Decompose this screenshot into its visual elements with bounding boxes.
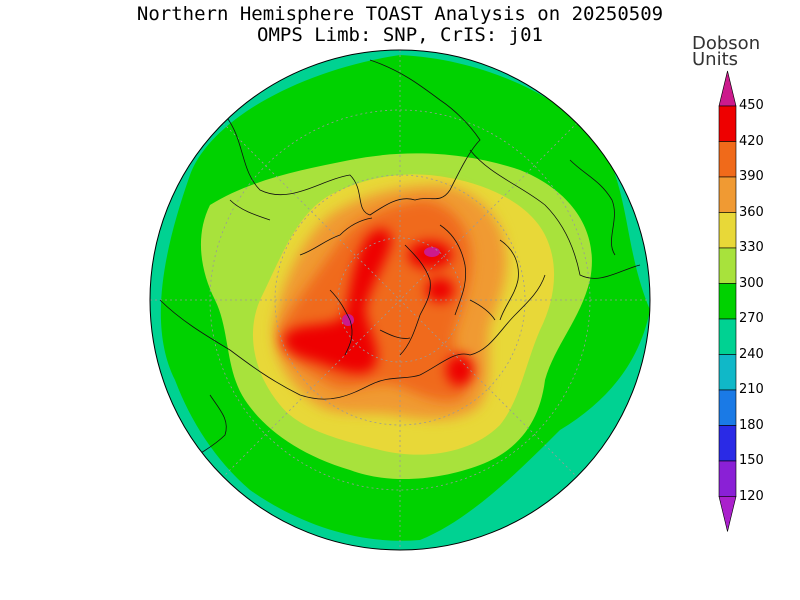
colorbar-tick-label: 210 <box>739 382 764 397</box>
colorbar-tick-label: 390 <box>739 169 764 184</box>
colorbar-tick-label: 360 <box>739 204 764 220</box>
units-line-2: Units <box>692 49 739 70</box>
colorbar-tick-label: 330 <box>739 240 764 255</box>
colorbar-bin <box>718 460 737 497</box>
colorbar-bin <box>718 318 737 355</box>
colorbar-bin <box>718 176 737 213</box>
units-line-1: Dobson <box>692 33 761 54</box>
colorbar-bin <box>718 141 737 178</box>
colorbar-tick-label: 420 <box>739 133 764 149</box>
coastlines <box>159 59 641 456</box>
colorbar-tick-label: 450 <box>739 98 764 113</box>
title-line-1: Northern Hemisphere TOAST Analysis on 20… <box>136 3 664 25</box>
graticule <box>150 50 650 550</box>
colorbar-bin <box>718 212 737 249</box>
colorbar-tick-label: 240 <box>739 346 764 362</box>
colorbar <box>718 70 737 532</box>
map-border <box>149 49 651 551</box>
colorbar-units: Dobson Units <box>692 33 761 70</box>
colorbar-bin <box>718 389 737 426</box>
colorbar-bin-below-min <box>718 496 737 532</box>
colorbar-bin <box>718 425 737 462</box>
colorbar-bin <box>718 283 737 320</box>
map-title: Northern Hemisphere TOAST Analysis on 20… <box>0 4 800 46</box>
title-line-2: OMPS Limb: SNP, CrIS: j01 <box>257 24 543 46</box>
colorbar-tick-label: 270 <box>739 311 764 326</box>
colorbar-bin <box>718 247 737 284</box>
colorbar-tick-label: 120 <box>739 488 764 504</box>
colorbar-bin <box>718 354 737 391</box>
colorbar-tick-label: 180 <box>739 417 764 433</box>
colorbar-tick-label: 300 <box>739 275 764 291</box>
colorbar-bin <box>718 105 737 142</box>
colorbar-bin-above-max <box>718 70 737 107</box>
colorbar-tick-label: 150 <box>739 453 764 468</box>
ozone-field <box>150 50 650 550</box>
